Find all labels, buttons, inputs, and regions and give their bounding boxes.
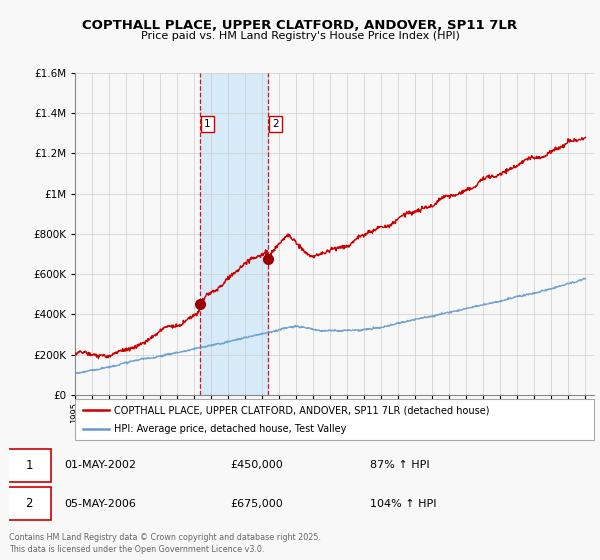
Text: 1: 1 <box>204 119 211 129</box>
Text: 01-MAY-2002: 01-MAY-2002 <box>64 460 136 470</box>
Text: £450,000: £450,000 <box>230 460 283 470</box>
Bar <box>200 73 268 395</box>
Text: 104% ↑ HPI: 104% ↑ HPI <box>370 498 436 508</box>
FancyBboxPatch shape <box>8 449 52 482</box>
Text: 2: 2 <box>272 119 278 129</box>
Text: 05-MAY-2006: 05-MAY-2006 <box>64 498 136 508</box>
Text: £675,000: £675,000 <box>230 498 283 508</box>
Text: COPTHALL PLACE, UPPER CLATFORD, ANDOVER, SP11 7LR (detached house): COPTHALL PLACE, UPPER CLATFORD, ANDOVER,… <box>114 405 490 415</box>
Text: 2: 2 <box>26 497 33 510</box>
FancyBboxPatch shape <box>75 399 594 440</box>
Text: 87% ↑ HPI: 87% ↑ HPI <box>370 460 430 470</box>
Text: 1: 1 <box>26 459 33 472</box>
Text: Contains HM Land Registry data © Crown copyright and database right 2025.
This d: Contains HM Land Registry data © Crown c… <box>9 533 321 554</box>
Text: Price paid vs. HM Land Registry's House Price Index (HPI): Price paid vs. HM Land Registry's House … <box>140 31 460 41</box>
Text: COPTHALL PLACE, UPPER CLATFORD, ANDOVER, SP11 7LR: COPTHALL PLACE, UPPER CLATFORD, ANDOVER,… <box>82 18 518 32</box>
FancyBboxPatch shape <box>8 487 52 520</box>
Text: HPI: Average price, detached house, Test Valley: HPI: Average price, detached house, Test… <box>114 424 346 433</box>
